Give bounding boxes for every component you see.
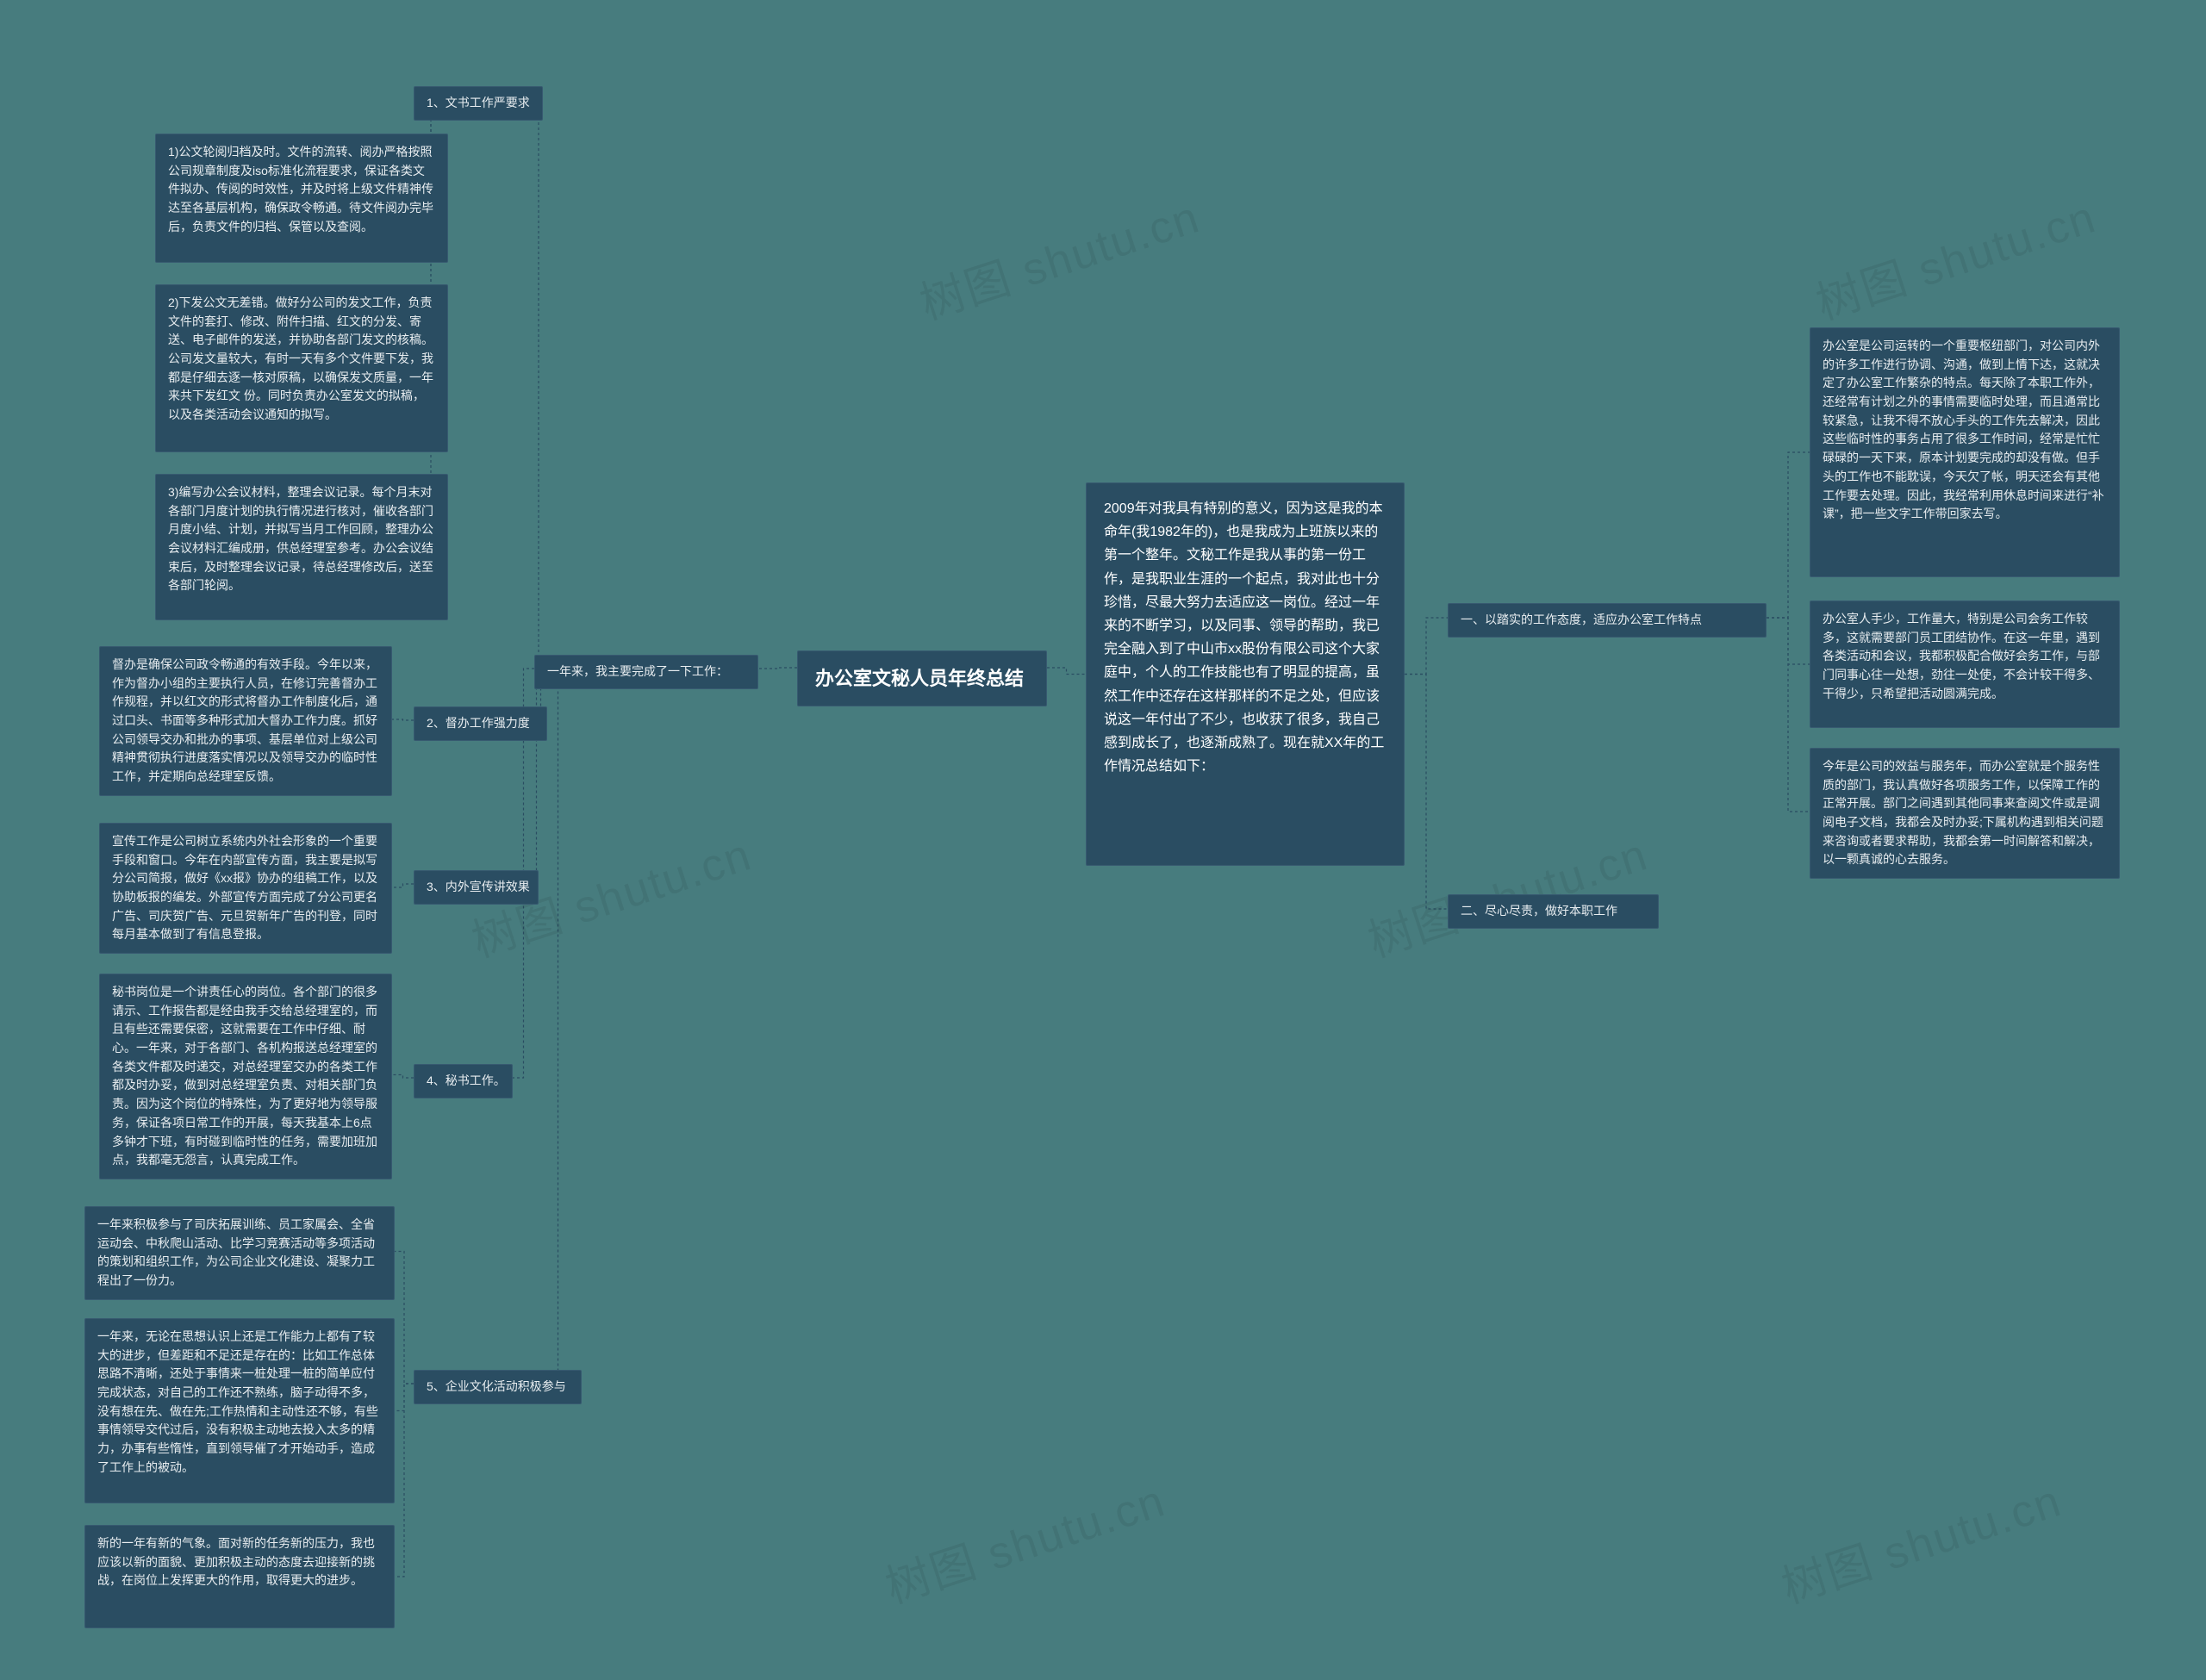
watermark: 树图 shutu.cn	[1807, 181, 2103, 332]
leaf-r1-b[interactable]: 办公室人手少，工作量大，特别是公司会务工作较多，这就需要部门员工团结协作。在这一…	[1810, 600, 2120, 728]
leaf-r1-a[interactable]: 办公室是公司运转的一个重要枢纽部门，对公司内外的许多工作进行协调、沟通，做到上情…	[1810, 327, 2120, 577]
mindmap-canvas: 树图 shutu.cn 树图 shutu.cn 树图 shutu.cn 树图 s…	[0, 0, 2206, 1680]
watermark: 树图 shutu.cn	[876, 1465, 1173, 1615]
branch-l3-label[interactable]: 3、内外宣传讲效果	[414, 870, 539, 905]
leaf-l2-a[interactable]: 督办是确保公司政令畅通的有效手段。今年以来，作为督办小组的主要执行人员，在修订完…	[99, 646, 392, 796]
leaf-l4-a[interactable]: 秘书岗位是一个讲责任心的岗位。各个部门的很多请示、工作报告都是经由我手交给总经理…	[99, 974, 392, 1179]
leaf-l1-a[interactable]: 1)公文轮阅归档及时。文件的流转、阅办严格按照公司规章制度及iso标准化流程要求…	[155, 134, 448, 263]
leaf-l1-c[interactable]: 3)编写办公会议材料，整理会议记录。每个月末对各部门月度计划的执行情况进行核对，…	[155, 474, 448, 620]
branch-l5-label[interactable]: 5、企业文化活动积极参与	[414, 1370, 582, 1404]
leaf-l5-b[interactable]: 一年来，无论在思想认识上还是工作能力上都有了较大的进步，但差距和不足还是存在的：…	[84, 1318, 395, 1503]
intro-node[interactable]: 2009年对我具有特别的意义，因为这是我的本命年(我1982年的)，也是我成为上…	[1086, 482, 1405, 866]
branch-r2-label[interactable]: 二、尽心尽责，做好本职工作	[1448, 894, 1659, 929]
leaf-l5-c[interactable]: 新的一年有新的气象。面对新的任务新的压力，我也应该以新的面貌、更加积极主动的态度…	[84, 1525, 395, 1628]
root-node[interactable]: 办公室文秘人员年终总结	[797, 650, 1047, 706]
watermark: 树图 shutu.cn	[911, 181, 1207, 332]
branch-l1-label[interactable]: 1、文书工作严要求	[414, 86, 543, 121]
leaf-r1-c[interactable]: 今年是公司的效益与服务年，而办公室就是个服务性质的部门，我认真做好各项服务工作，…	[1810, 748, 2120, 879]
branch-l2-label[interactable]: 2、督办工作强力度	[414, 706, 547, 741]
branch-left-root[interactable]: 一年来，我主要完成了一下工作：	[534, 655, 758, 689]
branch-r1-label[interactable]: 一、以踏实的工作态度，适应办公室工作特点	[1448, 603, 1767, 638]
leaf-l1-b[interactable]: 2)下发公文无差错。做好分公司的发文工作，负责文件的套打、修改、附件扫描、红文的…	[155, 284, 448, 452]
branch-l4-label[interactable]: 4、秘书工作。	[414, 1064, 513, 1098]
leaf-l5-a[interactable]: 一年来积极参与了司庆拓展训练、员工家属会、全省运动会、中秋爬山活动、比学习竞赛活…	[84, 1206, 395, 1300]
leaf-l3-a[interactable]: 宣传工作是公司树立系统内外社会形象的一个重要手段和窗口。今年在内部宣传方面，我主…	[99, 823, 392, 954]
watermark: 树图 shutu.cn	[1773, 1465, 2069, 1615]
